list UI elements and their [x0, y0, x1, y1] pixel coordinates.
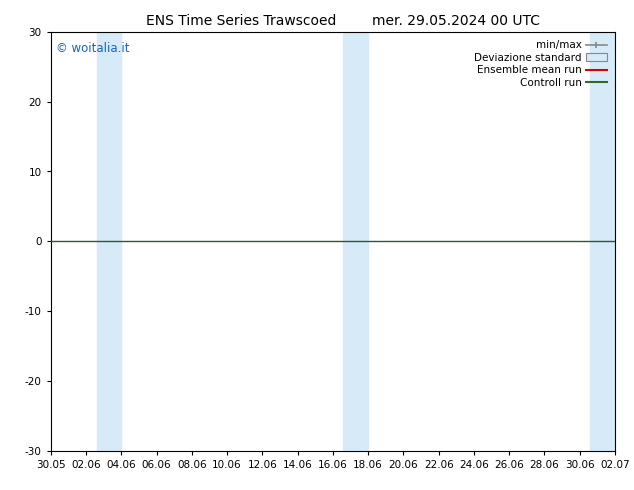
Text: ENS Time Series Trawscoed: ENS Time Series Trawscoed [146, 14, 336, 28]
Legend: min/max, Deviazione standard, Ensemble mean run, Controll run: min/max, Deviazione standard, Ensemble m… [471, 37, 610, 91]
Text: mer. 29.05.2024 00 UTC: mer. 29.05.2024 00 UTC [373, 14, 540, 28]
Bar [96, 32, 121, 451]
Text: © woitalia.it: © woitalia.it [56, 42, 130, 55]
Bar [590, 32, 615, 451]
Bar [344, 32, 368, 451]
